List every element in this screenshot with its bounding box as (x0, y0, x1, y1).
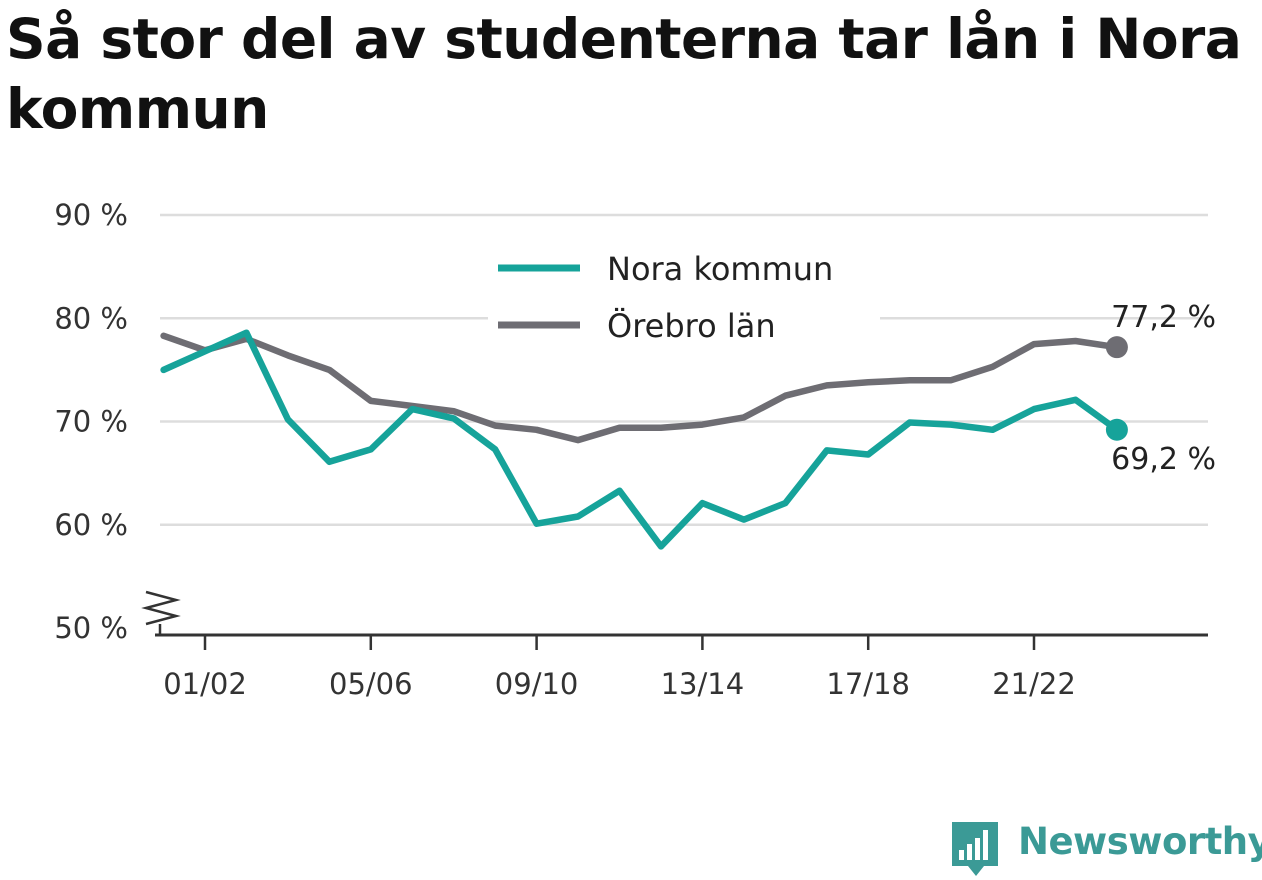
x-tick-label: 17/18 (826, 667, 910, 701)
legend: Nora kommun Örebro län (488, 240, 880, 350)
y-tick-label: 60 % (54, 508, 128, 542)
x-tick-label: 01/02 (163, 667, 247, 701)
end-label-lan: 77,2 % (1111, 300, 1216, 335)
y-tick-label: 80 % (54, 301, 128, 335)
y-tick-label: 70 % (54, 405, 128, 439)
legend-background (488, 240, 880, 350)
legend-label-lan: Örebro län (607, 307, 776, 345)
end-labels: 77,2 % 69,2 % (1111, 300, 1216, 477)
end-point-nora (1105, 418, 1128, 441)
newsworthy-icon (952, 822, 998, 876)
legend-label-nora: Nora kommun (607, 250, 833, 288)
x-tick-label: 21/22 (992, 667, 1076, 701)
axis-break-icon (141, 590, 181, 626)
x-tick-label: 09/10 (495, 667, 579, 701)
series-lines (160, 329, 1128, 550)
brand-logo: Newsworthy (950, 818, 1262, 880)
brand-name: Newsworthy (1018, 820, 1262, 863)
x-tick-label: 05/06 (329, 667, 413, 701)
end-point-lan (1105, 336, 1128, 359)
y-tick-label: 90 % (54, 198, 128, 232)
y-axis-ticks: 50 % 60 % 70 % 80 % 90 % (54, 198, 128, 645)
x-axis-ticks: 01/02 05/06 09/10 13/14 17/18 21/22 (163, 635, 1076, 701)
series-line-nora (160, 329, 1121, 550)
end-label-nora: 69,2 % (1111, 442, 1216, 477)
series-line-lan (160, 332, 1121, 444)
x-tick-label: 13/14 (661, 667, 745, 701)
y-tick-label: 50 % (54, 611, 128, 645)
x-axis (141, 590, 1208, 637)
chart-title: Så stor del av studenterna tar lån i Nor… (6, 7, 1242, 141)
